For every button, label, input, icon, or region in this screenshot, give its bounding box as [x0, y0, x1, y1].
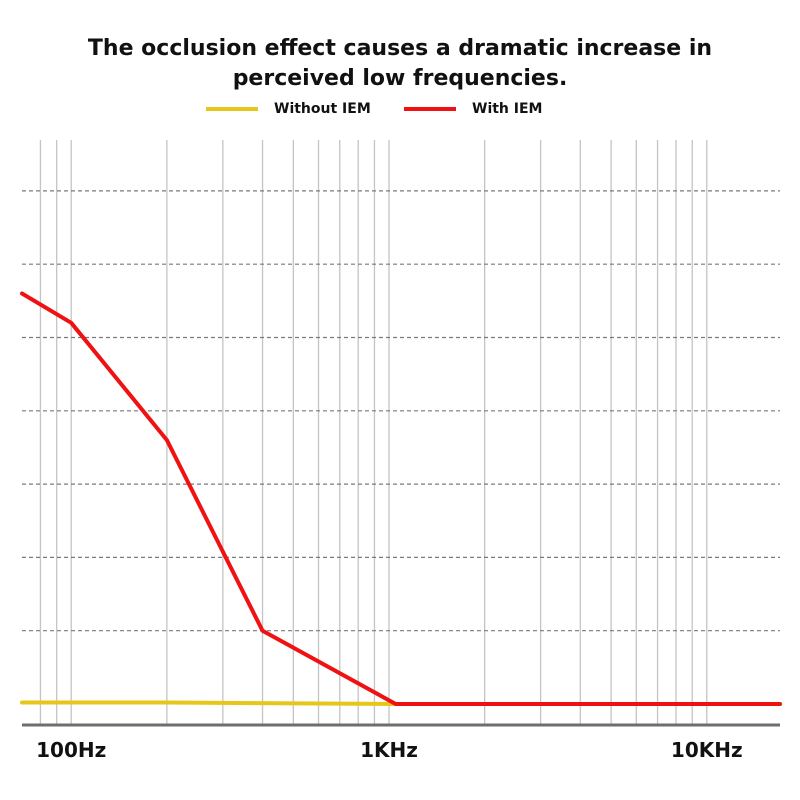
x-tick-labels: 100Hz 1KHz 10KHz: [36, 738, 742, 762]
series-layer: [20, 291, 782, 706]
x-tick-label: 10KHz: [671, 738, 743, 762]
legend-label-without-iem: Without IEM: [274, 101, 371, 117]
legend: Without IEM With IEM: [0, 98, 800, 120]
x-tick-label: 100Hz: [36, 738, 106, 762]
horizontal-gridlines: [22, 190, 780, 632]
legend-swatch-with-iem: [404, 107, 456, 111]
legend-item-with-iem: With IEM: [404, 98, 542, 120]
chart-title: The occlusion effect causes a dramatic i…: [87, 36, 713, 91]
series-line-with-iem: [20, 291, 782, 706]
vertical-gridlines: [39, 140, 708, 725]
legend-label-with-iem: With IEM: [472, 101, 543, 117]
legend-swatch-without-iem: [206, 107, 258, 111]
legend-item-without-iem: Without IEM: [206, 98, 371, 120]
x-tick-label: 1KHz: [360, 738, 418, 762]
